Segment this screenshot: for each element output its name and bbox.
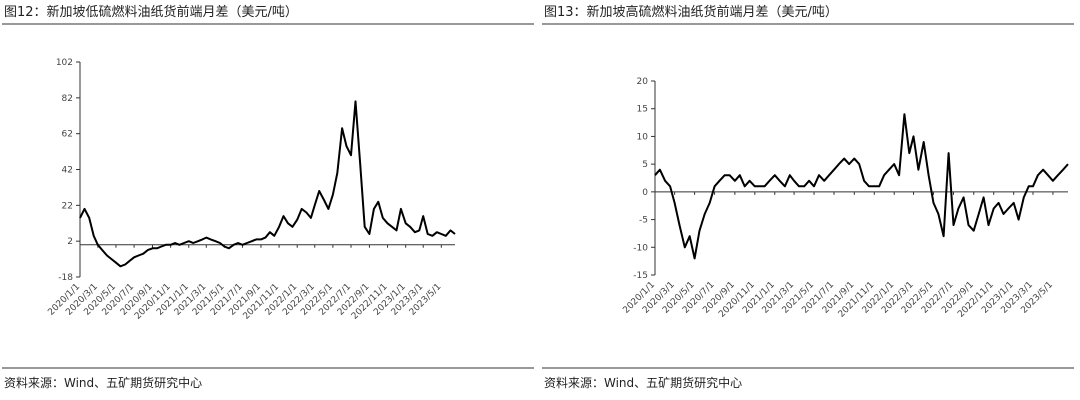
data-line bbox=[654, 113, 1069, 260]
y-tick-label: 20 bbox=[637, 77, 649, 87]
y-tick-label: -15 bbox=[633, 271, 648, 281]
y-tick-label: 62 bbox=[62, 130, 73, 140]
y-tick-label: 0 bbox=[642, 188, 648, 198]
y-tick-label: 15 bbox=[637, 105, 648, 115]
chart-title: 图13：新加坡高硫燃料油纸货前端月差（美元/吨） bbox=[544, 4, 838, 20]
source-note: 资料来源：Wind、五矿期货研究中心 bbox=[544, 375, 742, 390]
y-tick-label: -18 bbox=[58, 273, 73, 283]
y-tick-label: 2 bbox=[67, 237, 73, 247]
y-tick-label: -5 bbox=[639, 216, 648, 226]
data-line bbox=[79, 100, 456, 268]
y-tick-label: 22 bbox=[62, 201, 73, 211]
source-note: 资料来源：Wind、五矿期货研究中心 bbox=[4, 375, 202, 390]
y-tick-label: 102 bbox=[56, 58, 73, 68]
y-tick-label: 42 bbox=[62, 166, 73, 176]
chart-title: 图12：新加坡低硫燃料油纸货前端月差（美元/吨） bbox=[4, 4, 298, 20]
y-tick-label: -10 bbox=[633, 243, 648, 253]
y-tick-label: 82 bbox=[62, 94, 73, 104]
y-tick-label: 5 bbox=[642, 160, 648, 170]
y-tick-label: 10 bbox=[637, 132, 649, 142]
